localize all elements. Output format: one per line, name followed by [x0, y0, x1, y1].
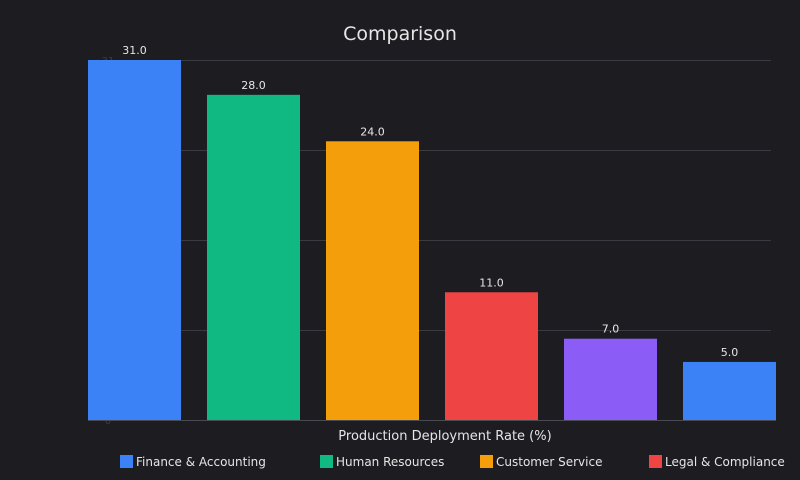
legend-item-1: Human Resources [320, 455, 444, 469]
legend-label-2: Customer Service [496, 455, 602, 469]
legend-swatch-2 [480, 455, 493, 468]
data-labels: 31.0 28.0 24.0 11.0 7.0 5.0 [122, 44, 738, 359]
bar-3 [445, 292, 538, 420]
data-label-2: 24.0 [360, 125, 385, 138]
legend: Finance & Accounting Human Resources Custo… [120, 455, 785, 469]
legend-label-0: Finance & Accounting [136, 455, 266, 469]
legend-swatch-0 [120, 455, 133, 468]
bar-2 [326, 141, 419, 420]
data-label-4: 7.0 [602, 323, 620, 336]
legend-label-1: Human Resources [336, 455, 444, 469]
bar-0 [88, 60, 181, 420]
y-tick-label-0: 0 [105, 416, 111, 427]
bar-5 [683, 361, 776, 420]
chart-title: Comparison [343, 23, 457, 45]
legend-item-3: Legal & Compliance [649, 455, 785, 469]
legend-item-2: Customer Service [480, 455, 602, 469]
data-label-1: 28.0 [241, 79, 266, 92]
legend-item-0: Finance & Accounting [120, 455, 266, 469]
bar-1 [207, 94, 300, 420]
bar-4 [564, 338, 657, 420]
legend-label-3: Legal & Compliance [665, 455, 785, 469]
data-label-5: 5.0 [721, 346, 739, 359]
bars [88, 60, 776, 420]
legend-swatch-1 [320, 455, 333, 468]
data-label-0: 31.0 [122, 44, 147, 57]
x-axis-title: Production Deployment Rate (%) [338, 429, 551, 444]
data-label-3: 11.0 [479, 276, 504, 289]
legend-swatch-3 [649, 455, 662, 468]
